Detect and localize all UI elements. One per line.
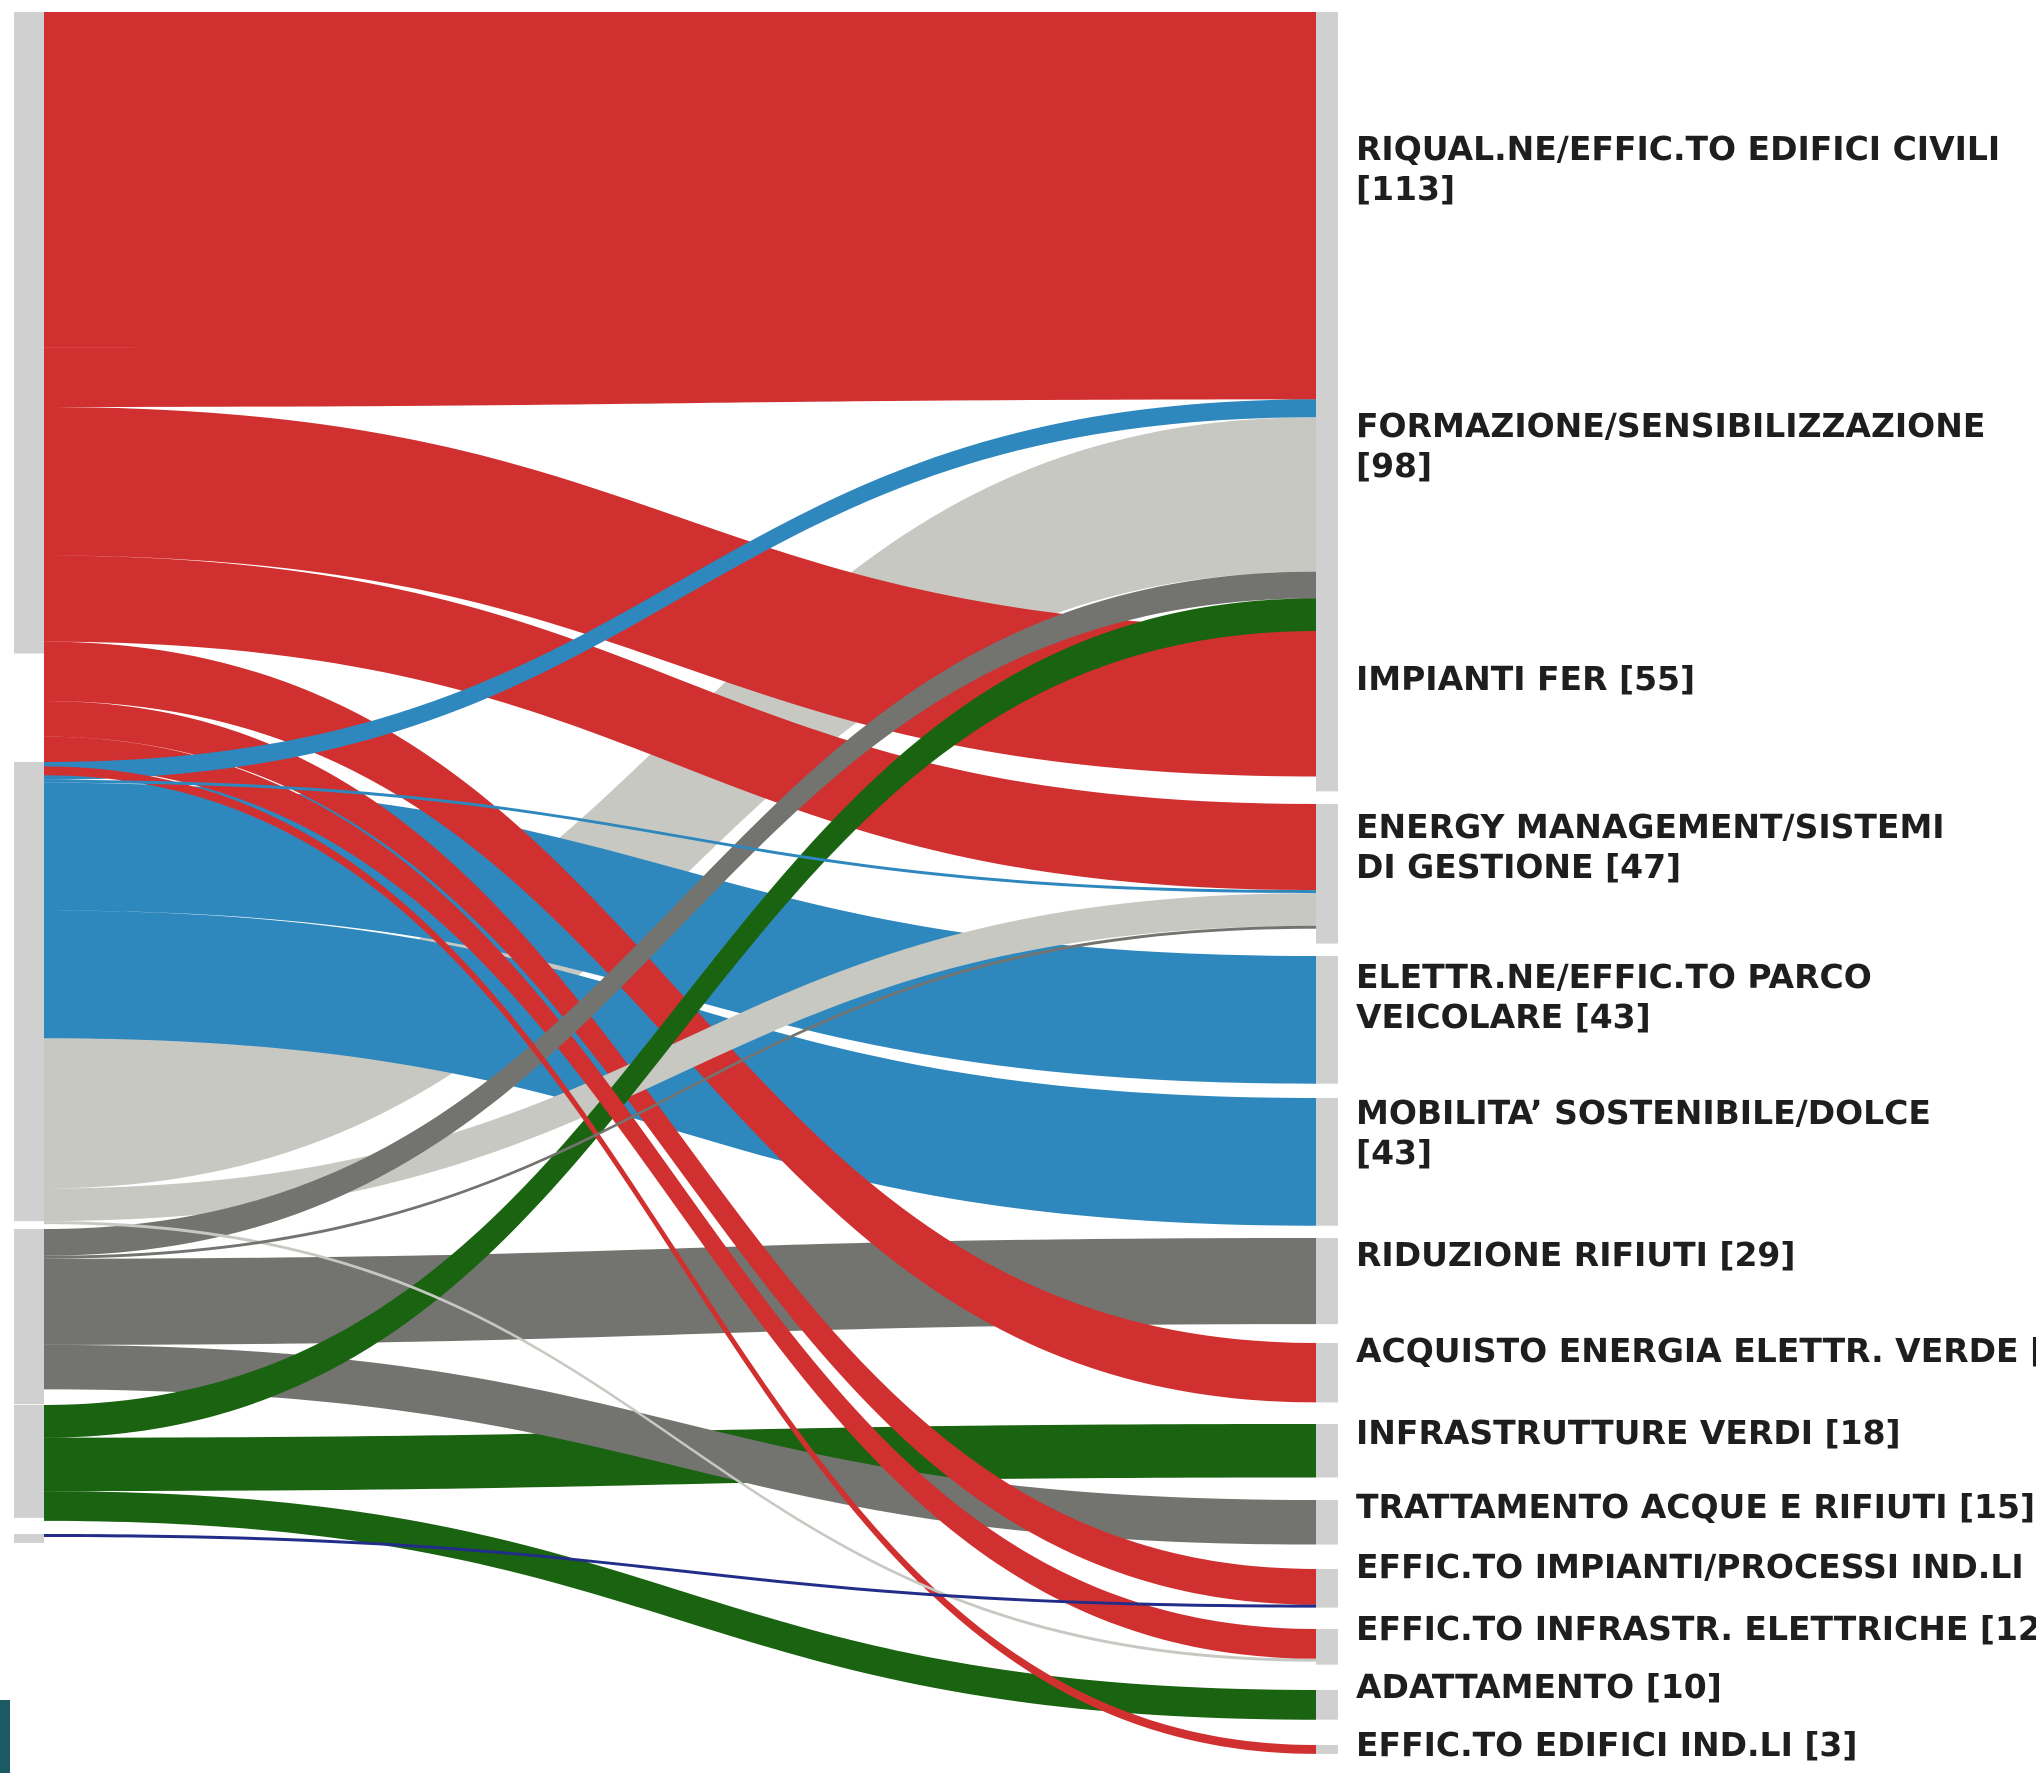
target-node-t4 — [1316, 804, 1338, 944]
target-label-t2-line-2: [98] — [1356, 446, 1432, 485]
link-s1-t4 — [44, 555, 1316, 891]
target-label-t12-line-1: EFFIC.TO INFRASTR. ELETTRICHE [12] — [1356, 1609, 2036, 1648]
link-s2-t2 — [44, 399, 1316, 780]
target-label-t9-line-1: INFRASTRUTTURE VERDI [18] — [1356, 1413, 1901, 1452]
target-node-t5 — [1316, 956, 1338, 1084]
target-label-t13-line-1: ADATTAMENTO [10] — [1356, 1667, 1722, 1706]
target-node-t12 — [1316, 1629, 1338, 1665]
link-s1-t11 — [44, 701, 1316, 1605]
target-node-t2 — [1316, 340, 1338, 632]
source-node-bars — [14, 12, 44, 1543]
target-label-t4-line-1: ENERGY MANAGEMENT/SISTEMI — [1356, 807, 1945, 846]
link-s4-t2 — [44, 571, 1316, 1256]
link-s1-t14 — [44, 766, 1316, 1754]
source-node-s6 — [14, 1534, 44, 1543]
link-s1-t1 — [44, 12, 1316, 348]
target-label-t11-line-1: EFFIC.TO IMPIANTI/PROCESSI IND.LI [13] — [1356, 1547, 2036, 1586]
target-node-t14 — [1316, 1745, 1338, 1754]
link-s5-t2 — [44, 598, 1316, 1438]
target-label-t2-line-1: FORMAZIONE/SENSIBILIZZAZIONE — [1356, 406, 1985, 445]
sankey-links — [44, 12, 1316, 1754]
link-s6-t11 — [44, 1534, 1316, 1608]
source-node-s3 — [14, 1034, 44, 1222]
target-label-t14-line-1: EFFIC.TO EDIFICI IND.LI [3] — [1356, 1725, 1857, 1764]
target-label-t6-line-2: [43] — [1356, 1133, 1432, 1172]
target-node-t3 — [1316, 628, 1338, 792]
source-node-s2 — [14, 762, 44, 1059]
target-label-t1-line-2: [113] — [1356, 169, 1455, 208]
link-s3-t4 — [44, 893, 1316, 1222]
source-node-s5 — [14, 1405, 44, 1518]
target-label-t7-line-1: RIDUZIONE RIFIUTI [29] — [1356, 1235, 1795, 1274]
source-node-s4 — [14, 1229, 44, 1405]
target-node-t7 — [1316, 1238, 1338, 1325]
link-s5-t13 — [44, 1491, 1316, 1720]
link-s1-t2 — [44, 340, 1316, 408]
target-label-t4-line-2: DI GESTIONE [47] — [1356, 847, 1681, 886]
link-s2-t4 — [44, 779, 1316, 894]
target-node-t6 — [1316, 1098, 1338, 1226]
target-node-t1 — [1316, 12, 1338, 348]
target-node-labels: RIQUAL.NE/EFFIC.TO EDIFICI CIVILI[113] FO… — [1356, 129, 2036, 1764]
target-label-t1-line-1: RIQUAL.NE/EFFIC.TO EDIFICI CIVILI — [1356, 129, 2000, 168]
target-node-t13 — [1316, 1690, 1338, 1720]
target-node-t9 — [1316, 1424, 1338, 1478]
target-label-t5-line-1: ELETTR.NE/EFFIC.TO PARCO — [1356, 957, 1872, 996]
target-node-t10 — [1316, 1500, 1338, 1545]
target-label-t10-line-1: TRATTAMENTO ACQUE E RIFIUTI [15] — [1356, 1487, 2035, 1526]
target-label-t8-line-1: ACQUISTO ENERGIA ELETTR. VERDE [20] — [1356, 1331, 2036, 1370]
target-label-t5-line-2: VEICOLARE [43] — [1356, 997, 1651, 1036]
target-node-bars — [1316, 12, 1338, 1754]
source-node-s1 — [14, 12, 44, 654]
target-label-t6-line-1: MOBILITA’ SOSTENIBILE/DOLCE — [1356, 1093, 1931, 1132]
target-node-t11 — [1316, 1569, 1338, 1608]
corner-accent-bar — [0, 1700, 10, 1773]
link-s1-t12 — [44, 736, 1316, 1659]
link-s4-t4 — [44, 925, 1316, 1259]
target-node-t8 — [1316, 1343, 1338, 1403]
target-label-t3-line-1: IMPIANTI FER [55] — [1356, 659, 1695, 698]
link-s3-t12 — [44, 1221, 1316, 1662]
